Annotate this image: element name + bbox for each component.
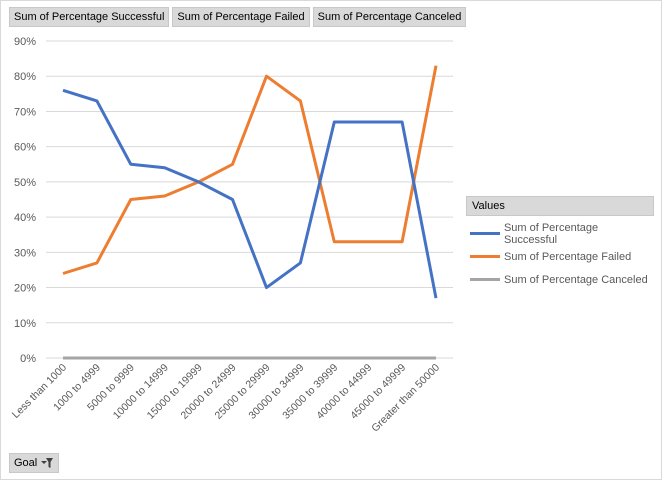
legend: Values Sum of Percentage Successful Sum o… bbox=[466, 196, 654, 291]
goal-filter-button[interactable]: Goal bbox=[9, 453, 60, 473]
y-tick-label: 0% bbox=[20, 353, 36, 365]
y-axis-tick-labels: 0% 10% 20% 30% 40% 50% 60% 70% 80% 90% bbox=[14, 36, 36, 365]
y-tick-label: 60% bbox=[14, 142, 36, 154]
legend-item[interactable]: Sum of Percentage Successful bbox=[466, 221, 654, 246]
y-tick-label: 40% bbox=[14, 212, 36, 224]
legend-swatch bbox=[470, 278, 500, 281]
y-tick-label: 30% bbox=[14, 247, 36, 259]
filter-dropdown-icon bbox=[41, 458, 54, 468]
legend-swatch bbox=[470, 232, 500, 235]
y-tick-label: 50% bbox=[14, 177, 36, 189]
y-tick-label: 70% bbox=[14, 106, 36, 118]
legend-label: Sum of Percentage Canceled bbox=[504, 273, 648, 286]
legend-label: Sum of Percentage Failed bbox=[504, 250, 632, 263]
legend-swatch bbox=[470, 255, 500, 258]
y-tick-label: 20% bbox=[14, 283, 36, 295]
field-button-successful[interactable]: Sum of Percentage Successful bbox=[9, 7, 170, 27]
legend-item[interactable]: Sum of Percentage Canceled bbox=[466, 268, 654, 291]
y-tick-label: 10% bbox=[14, 318, 36, 330]
series-line-successful[interactable] bbox=[62, 88, 438, 299]
y-tick-label: 80% bbox=[14, 71, 36, 83]
y-tick-label: 90% bbox=[14, 36, 36, 48]
series-line-failed[interactable] bbox=[62, 65, 438, 275]
legend-item[interactable]: Sum of Percentage Failed bbox=[466, 245, 654, 268]
legend-label: Sum of Percentage Successful bbox=[503, 221, 599, 246]
field-button-failed[interactable]: Sum of Percentage Failed bbox=[172, 7, 310, 27]
goal-filter-label: Goal bbox=[14, 457, 38, 469]
value-field-buttons: Sum of Percentage Successful Sum of Perc… bbox=[9, 7, 467, 27]
field-button-canceled[interactable]: Sum of Percentage Canceled bbox=[312, 7, 467, 27]
gridlines bbox=[46, 40, 453, 359]
legend-title[interactable]: Values bbox=[466, 196, 654, 216]
series-lines bbox=[62, 65, 438, 360]
